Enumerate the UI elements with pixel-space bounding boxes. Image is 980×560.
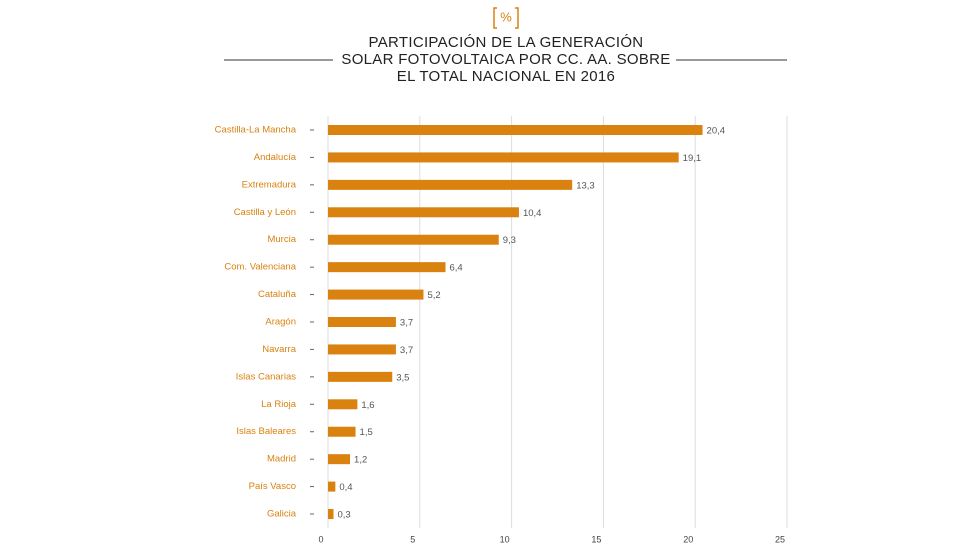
- icon-label: %: [500, 9, 512, 24]
- y-tick-label: Islas Canarias: [236, 371, 296, 382]
- value-label: 1,6: [361, 400, 374, 411]
- bar: [328, 399, 358, 410]
- y-tick-label: Castilla-La Mancha: [215, 125, 297, 136]
- y-tick-label: Andalucía: [254, 152, 297, 163]
- bar: [328, 207, 519, 218]
- value-label: 1,2: [354, 455, 367, 466]
- value-label: 10,4: [523, 208, 542, 219]
- value-label: 20,4: [707, 126, 726, 137]
- bar: [328, 454, 351, 465]
- x-tick-label: 20: [683, 534, 693, 544]
- bar: [328, 371, 393, 382]
- chart-title: SOLAR FOTOVOLTAICA POR CC. AA. SOBRE: [341, 51, 670, 68]
- x-tick-label: 0: [318, 534, 323, 544]
- y-tick-label: La Rioja: [261, 399, 297, 410]
- value-label: 5,2: [427, 290, 440, 301]
- y-tick-label: País Vasco: [249, 481, 296, 492]
- x-tick-label: 25: [775, 534, 785, 544]
- chart-title: PARTICIPACIÓN DE LA GENERACIÓN: [369, 34, 644, 51]
- y-tick-label: Islas Baleares: [236, 426, 296, 437]
- bar: [328, 125, 703, 135]
- value-label: 3,5: [396, 372, 409, 383]
- bar: [328, 481, 336, 492]
- bar: [328, 152, 679, 163]
- bar: [328, 179, 573, 190]
- value-label: 19,1: [683, 153, 702, 164]
- y-tick-label: Galicia: [267, 509, 297, 520]
- bar: [328, 262, 446, 273]
- y-tick-label: Castilla y León: [234, 207, 296, 218]
- bar: [328, 344, 396, 355]
- icon-bracket: [493, 7, 519, 29]
- value-label: 13,3: [576, 180, 595, 191]
- x-tick-label: 5: [410, 534, 415, 544]
- value-label: 3,7: [400, 318, 413, 329]
- bar: [328, 509, 334, 520]
- y-tick-label: Madrid: [267, 454, 296, 465]
- value-label: 1,5: [360, 427, 373, 438]
- bar: [328, 317, 396, 328]
- value-label: 6,4: [450, 263, 463, 274]
- bar: [328, 426, 356, 437]
- y-tick-label: Extremadura: [242, 179, 297, 190]
- y-tick-label: Navarra: [262, 344, 297, 355]
- y-tick-label: Cataluña: [258, 289, 297, 300]
- y-tick-label: Aragón: [265, 317, 296, 328]
- value-label: 0,4: [339, 482, 352, 493]
- bar: [328, 289, 424, 300]
- y-tick-label: Murcia: [267, 234, 296, 245]
- value-label: 0,3: [338, 510, 351, 521]
- value-label: 3,7: [400, 345, 413, 356]
- y-tick-label: Com. Valenciana: [224, 262, 296, 273]
- chart-title: EL TOTAL NACIONAL EN 2016: [397, 68, 615, 85]
- x-tick-label: 15: [591, 534, 601, 544]
- bar: [328, 234, 499, 245]
- x-tick-label: 10: [500, 534, 510, 544]
- value-label: 9,3: [503, 235, 516, 246]
